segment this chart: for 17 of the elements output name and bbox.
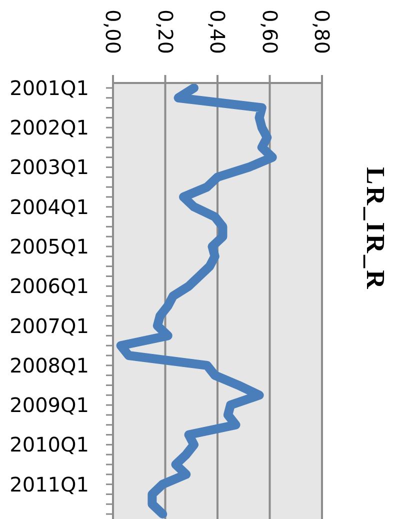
y-tick-label: 2001Q1 — [10, 76, 89, 100]
y-tick-label: 2011Q1 — [10, 472, 89, 496]
x-tick-label: 0,00 — [101, 9, 125, 54]
x-tick-label: 0,40 — [206, 9, 230, 54]
y-tick-label: 2006Q1 — [10, 274, 89, 298]
x-tick-label: 0,20 — [153, 9, 178, 54]
y-tick-label: 2009Q1 — [10, 393, 89, 418]
y-tick-label: 2003Q1 — [10, 155, 89, 180]
x-tick-label: 0,60 — [258, 9, 282, 54]
x-tick-label: 0,80 — [310, 9, 334, 54]
y-tick-label: 2005Q1 — [10, 234, 89, 258]
y-tick-label: 2008Q1 — [10, 353, 89, 378]
text: LR_IR_R — [361, 166, 390, 290]
y-tick-label: 2010Q1 — [10, 432, 89, 457]
y-tick-label: 2007Q1 — [10, 314, 89, 338]
y-tick-label: 2004Q1 — [10, 194, 89, 219]
y-tick-label: 2002Q1 — [10, 116, 89, 140]
